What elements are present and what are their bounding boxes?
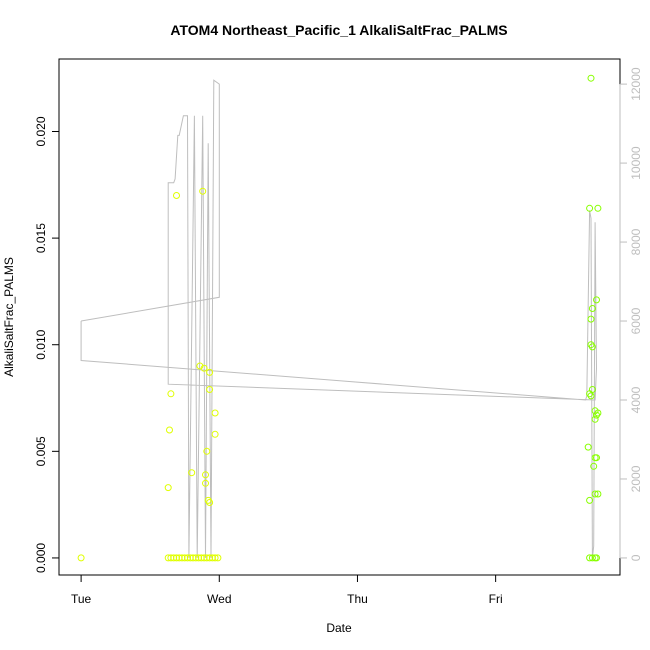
- data-point: [593, 296, 600, 304]
- chart-title: ATOM4 Northeast_Pacific_1 AlkaliSaltFrac…: [170, 22, 507, 38]
- y-tick-label: 0.010: [34, 329, 48, 359]
- line-series: [80, 79, 598, 558]
- data-point: [587, 392, 595, 400]
- data-point: [594, 490, 602, 498]
- y-tick-label: 0.020: [34, 116, 48, 146]
- data-point: [591, 415, 599, 423]
- x-tick-label: Wed: [207, 592, 231, 606]
- y2-tick-label: 4000: [629, 386, 643, 413]
- y2-axis: 0 2000 4000 6000 8000 10000 12000: [619, 67, 643, 561]
- data-point: [200, 364, 208, 372]
- data-point: [587, 74, 595, 82]
- data-point: [594, 204, 602, 212]
- data-point: [202, 479, 209, 487]
- data-point: [211, 409, 219, 417]
- data-point: [594, 409, 602, 417]
- data-point: [593, 554, 600, 562]
- data-point: [588, 554, 596, 562]
- x-axis-label: Date: [326, 621, 352, 635]
- y-tick-label: 0.000: [34, 543, 48, 573]
- data-point: [173, 192, 180, 199]
- data-point: [203, 447, 211, 455]
- data-point: [214, 554, 222, 562]
- data-point: [206, 499, 214, 506]
- plot-frame: [58, 58, 621, 576]
- x-tick-label: Fri: [489, 592, 503, 606]
- y-tick-label: 0.015: [34, 223, 48, 253]
- data-point: [211, 430, 219, 438]
- data-point: [586, 496, 594, 504]
- y2-tick-label: 6000: [629, 307, 643, 334]
- data-point: [591, 490, 599, 498]
- data-point: [588, 305, 596, 312]
- data-point: [77, 554, 85, 562]
- scatter-points: [77, 74, 602, 562]
- data-point: [588, 343, 596, 351]
- y-tick-label: 0.005: [34, 436, 48, 466]
- data-point: [593, 454, 600, 462]
- y2-tick-label: 10000: [629, 146, 643, 180]
- x-axis: Tue Wed Thu Fri: [71, 574, 503, 606]
- data-point: [206, 368, 214, 376]
- data-point: [590, 462, 598, 470]
- y-axis-label: AlkaliSaltFrac_PALMS: [2, 257, 16, 377]
- data-point: [166, 426, 173, 434]
- data-point: [199, 187, 207, 195]
- y2-tick-label: 8000: [629, 228, 643, 255]
- data-point: [586, 204, 594, 212]
- y2-tick-label: 2000: [629, 465, 643, 492]
- y-axis: 0.000 0.005 0.010 0.015 0.020: [34, 116, 60, 573]
- data-point: [188, 469, 196, 477]
- data-point: [196, 362, 204, 370]
- data-point: [587, 315, 595, 323]
- data-point: [202, 471, 209, 479]
- data-point: [588, 386, 596, 393]
- y2-tick-label: 12000: [629, 67, 643, 101]
- data-point: [164, 484, 172, 492]
- data-point: [206, 386, 214, 393]
- series-line: [80, 79, 598, 558]
- data-point: [211, 554, 219, 562]
- y2-tick-label: 0: [629, 554, 643, 561]
- data-point: [584, 443, 592, 451]
- x-tick-label: Thu: [347, 592, 368, 606]
- data-point: [167, 390, 175, 398]
- x-tick-label: Tue: [71, 592, 92, 606]
